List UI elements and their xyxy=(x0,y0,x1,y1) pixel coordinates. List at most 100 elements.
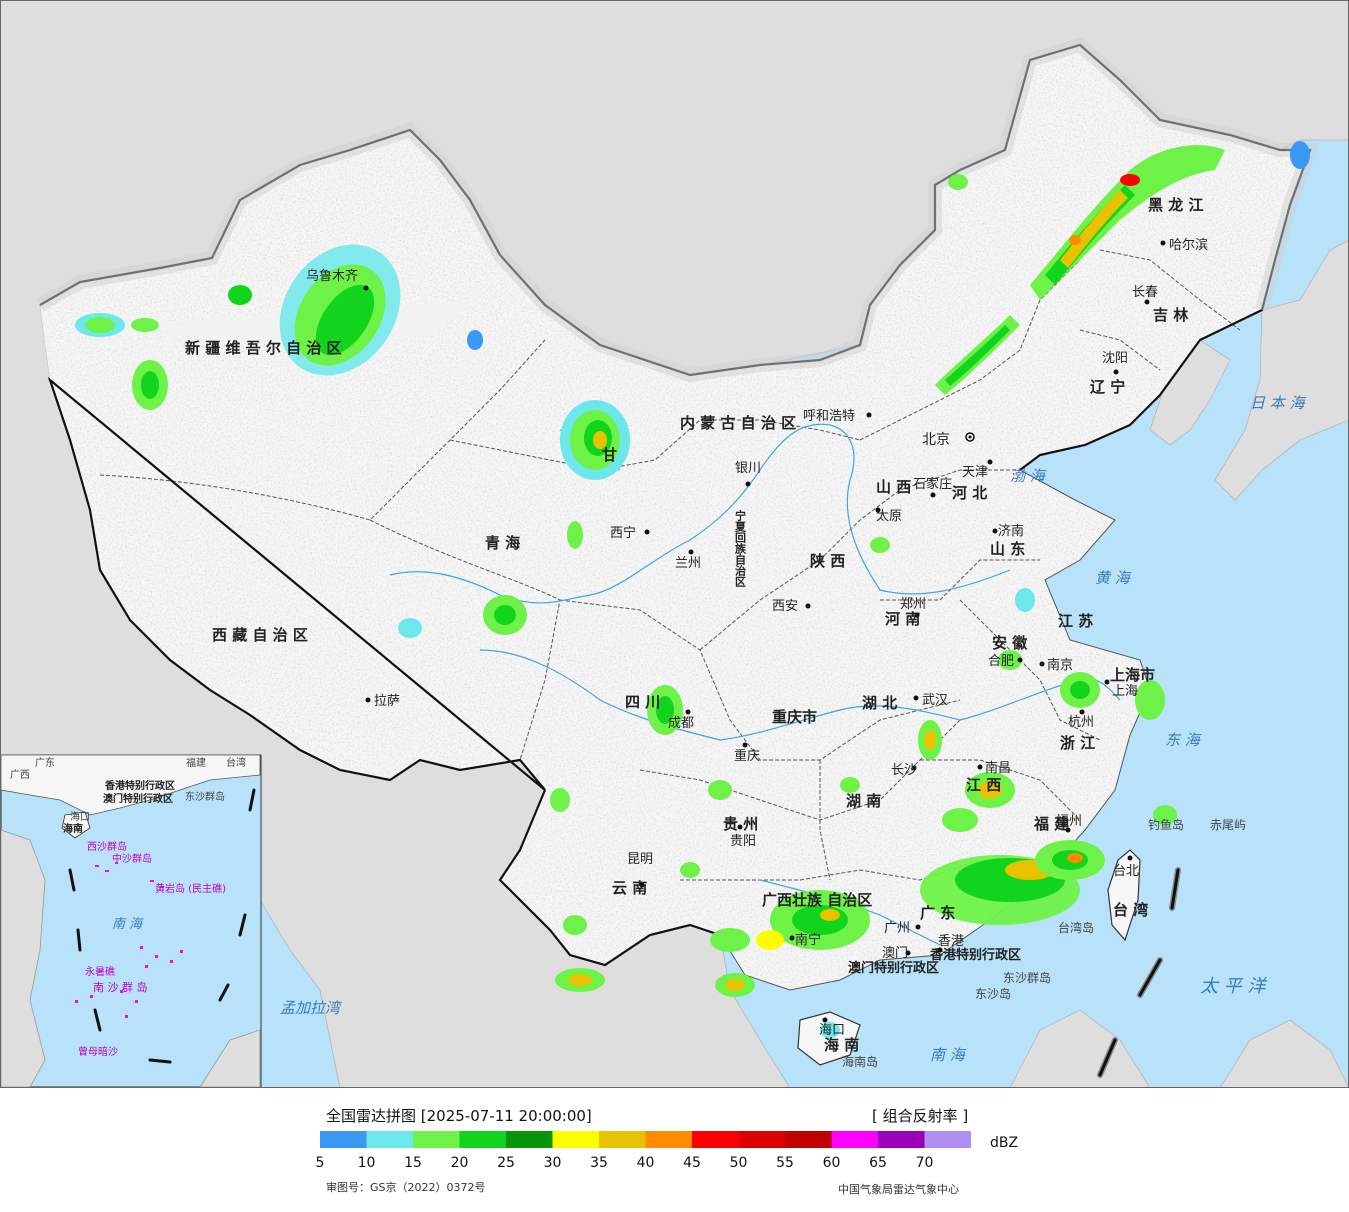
hainan-island-shape xyxy=(797,1011,861,1066)
color-swatch xyxy=(366,1131,413,1148)
city-label: 南昌 xyxy=(985,760,1011,776)
sea-label: 渤 海 xyxy=(1010,467,1047,485)
inset-label: 福建 xyxy=(186,756,206,769)
province-label: 内 蒙 古 自 治 区 xyxy=(680,414,796,432)
city-zhengzhou: 郑州 xyxy=(900,597,926,618)
province-label: 上海市 xyxy=(1110,666,1155,684)
city-label: 长沙 xyxy=(891,763,917,778)
city-label: 上海 xyxy=(1112,684,1138,699)
scale-tick-label: 20 xyxy=(451,1155,469,1171)
province-label: 福 建 xyxy=(1033,815,1070,833)
city-label: 北京 xyxy=(922,432,950,448)
city-chongqing: 重庆 xyxy=(734,742,760,764)
province-label: 海 南 xyxy=(824,1036,859,1054)
scale-tick-label: 10 xyxy=(358,1155,376,1171)
city-jinan: 济南 xyxy=(992,523,1024,539)
city-taipei: 台北 xyxy=(1113,855,1139,879)
province-label: 江 苏 xyxy=(1058,612,1093,630)
province-label: 黑 龙 江 xyxy=(1148,196,1203,214)
city-shijiazhuang: 石家庄 xyxy=(913,476,952,498)
south-sea-inset: 广东 广西 台湾 福建 香港特别行政区 澳门特别行政区 东沙群岛 海口 海南 西… xyxy=(0,754,262,1088)
city-taiyuan: 太原 xyxy=(875,507,902,524)
scale-tick-label: 5 xyxy=(316,1155,325,1171)
foreign-land xyxy=(0,0,1349,1089)
color-swatch xyxy=(878,1131,925,1148)
inset-label: 澳门特别行政区 xyxy=(103,792,173,805)
color-swatch xyxy=(785,1131,832,1148)
city-guiyang: 贵阳 xyxy=(730,824,756,849)
city-changsha: 长沙 xyxy=(891,763,917,778)
province-label: 湖 南 xyxy=(846,792,881,810)
color-scale-bar xyxy=(320,1131,971,1148)
city-label: 澳门 xyxy=(882,945,908,961)
inset-label: 海南 xyxy=(63,822,83,835)
scale-tick-label: 30 xyxy=(544,1155,562,1171)
city-label: 南京 xyxy=(1047,657,1073,673)
city-fuzhou: 福州 xyxy=(1056,814,1082,833)
island-label: 海南岛 xyxy=(842,1054,878,1069)
color-swatch xyxy=(738,1131,785,1148)
island-label: 东沙群岛 xyxy=(1003,970,1051,985)
city-beijing: 北京 xyxy=(922,432,975,448)
province-label: 香港特别行政区 xyxy=(929,947,1021,963)
city-hongkong: 香港 xyxy=(937,934,964,953)
city-label: 广州 xyxy=(884,921,910,936)
scale-tick-label: 65 xyxy=(869,1155,887,1171)
color-swatch xyxy=(645,1131,692,1148)
province-label: 甘 xyxy=(602,446,617,464)
city-haikou: 海口 xyxy=(819,1017,845,1038)
color-swatch xyxy=(320,1131,367,1148)
inset-label: 永暑礁 xyxy=(85,965,115,978)
city-label: 南宁 xyxy=(795,932,821,948)
scale-tick-label: 55 xyxy=(776,1155,794,1171)
sea-label: 日 本 海 xyxy=(1250,394,1307,412)
map-approval-number: 审图号：GS京（2022）0372号 xyxy=(326,1180,486,1194)
city-yinchuan: 银川 xyxy=(735,461,761,487)
inset-label: 南 沙 群 岛 xyxy=(93,980,148,994)
province-label: 浙 江 xyxy=(1060,734,1095,752)
city-labels: 乌鲁木齐 拉萨 西宁 兰州 银川 呼和浩特 北京 天津 石家庄 太原 济南 郑州… xyxy=(306,237,1208,1038)
color-swatch xyxy=(506,1131,553,1148)
color-swatch xyxy=(831,1131,878,1148)
coastline xyxy=(719,469,1151,991)
province-label: 河 南 xyxy=(885,610,920,628)
legend-canvas: 全国雷达拼图 [2025-07-11 20:00:00] [ 组合反射率 ] d… xyxy=(316,1107,1019,1196)
city-lhasa: 拉萨 xyxy=(365,694,400,709)
ningxia-label: 宁夏回族自治区 xyxy=(734,509,747,588)
scale-tick-label: 15 xyxy=(404,1155,422,1171)
city-label: 西安 xyxy=(772,599,798,614)
city-label: 哈尔滨 xyxy=(1169,237,1208,253)
inset-label: 东沙群岛 xyxy=(185,790,225,803)
legend-title: 全国雷达拼图 [2025-07-11 20:00:00] xyxy=(326,1107,592,1125)
province-label: 云 南 xyxy=(612,879,647,897)
city-chengdu: 成都 xyxy=(668,709,694,731)
city-label: 沈阳 xyxy=(1102,351,1128,366)
inset-label: 香港特别行政区 xyxy=(105,779,175,792)
map-canvas: 新 疆 维 吾 尔 自 治 区 西 藏 自 治 区 青 海 甘 四 川 云 南 … xyxy=(0,0,1349,1089)
city-guangzhou: 广州 xyxy=(884,921,921,936)
city-label: 香港 xyxy=(938,934,964,949)
province-label: 陕 西 xyxy=(810,552,845,570)
city-nanjing: 南京 xyxy=(1039,657,1073,673)
inset-label: 曾母暗沙 xyxy=(78,1045,118,1058)
scale-tick-label: 40 xyxy=(637,1155,655,1171)
city-label: 昆明 xyxy=(627,852,653,867)
city-label: 重庆 xyxy=(734,748,760,764)
city-label: 天津 xyxy=(962,465,988,480)
sea-label: 东 海 xyxy=(1165,731,1202,749)
city-xian: 西安 xyxy=(772,599,811,614)
province-label: 江 西 xyxy=(966,776,1001,794)
city-label: 太原 xyxy=(876,509,902,524)
taiwan-island-shape xyxy=(1107,849,1141,942)
island-label: 台湾岛 xyxy=(1058,920,1094,935)
city-hohhot: 呼和浩特 xyxy=(803,409,872,424)
province-label: 新 疆 维 吾 尔 自 治 区 xyxy=(185,339,342,357)
city-label: 台北 xyxy=(1113,864,1139,879)
province-label: 辽 宁 xyxy=(1090,378,1125,396)
province-label: 湖 北 xyxy=(862,694,897,712)
city-hangzhou: 杭州 xyxy=(1068,709,1094,730)
city-shenyang: 沈阳 xyxy=(1102,351,1128,375)
city-label: 福州 xyxy=(1056,814,1082,829)
scale-tick-label: 60 xyxy=(823,1155,841,1171)
city-label: 郑州 xyxy=(900,597,926,612)
